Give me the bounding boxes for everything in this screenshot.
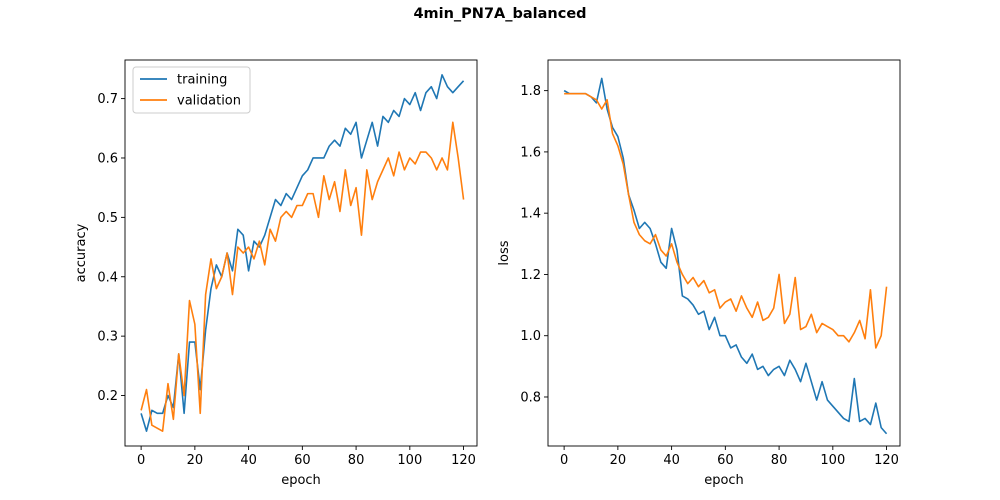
x-tick-label: 0 xyxy=(560,453,568,468)
axes-frame xyxy=(124,59,478,447)
x-tick-label: 80 xyxy=(771,453,788,468)
y-axis-label: accuracy xyxy=(74,223,89,282)
y-axis-label: loss xyxy=(497,240,512,265)
series-line-training xyxy=(140,74,465,432)
x-tick-label: 40 xyxy=(240,453,257,468)
x-axis-label: epoch xyxy=(281,473,321,488)
x-tick-label: 20 xyxy=(187,453,204,468)
x-tick-label: 0 xyxy=(137,453,145,468)
figure-title: 4min_PN7A_balanced xyxy=(413,6,587,22)
y-tick-label: 1.8 xyxy=(520,84,541,99)
x-tick-label: 60 xyxy=(294,453,311,468)
x-tick-label: 40 xyxy=(663,453,680,468)
y-tick-label: 0.7 xyxy=(97,92,118,107)
x-tick-label: 100 xyxy=(397,453,422,468)
series-line-validation xyxy=(140,121,465,432)
y-tick-label: 0.4 xyxy=(97,270,118,285)
y-tick-label: 0.8 xyxy=(520,390,541,405)
legend-label-validation: validation xyxy=(177,94,241,109)
x-tick-label: 80 xyxy=(348,453,365,468)
series-line-training xyxy=(563,77,888,435)
y-tick-label: 1.2 xyxy=(520,268,541,283)
legend-label-training: training xyxy=(177,73,227,88)
x-tick-label: 20 xyxy=(610,453,627,468)
x-tick-label: 120 xyxy=(874,453,899,468)
y-tick-label: 1.4 xyxy=(520,207,541,222)
x-tick-label: 100 xyxy=(820,453,845,468)
axes-frame xyxy=(547,59,901,447)
x-tick-label: 60 xyxy=(717,453,734,468)
y-tick-label: 0.5 xyxy=(97,211,118,226)
legend: training validation xyxy=(132,66,251,114)
y-tick-label: 0.6 xyxy=(97,151,118,166)
accuracy-chart: 0 20 40 60 80 100 120 0.2 0.3 0.4 0.5 0.6 0.7 epoch ac… xyxy=(74,59,478,488)
series-line-validation xyxy=(564,92,888,349)
x-axis-label: epoch xyxy=(704,473,744,488)
x-tick-label: 120 xyxy=(451,453,476,468)
loss-chart: 0 20 40 60 80 100 120 0.8 1.0 1.2 1.4 1.6 1.8 epoch lo… xyxy=(497,59,901,488)
y-tick-label: 0.2 xyxy=(97,389,118,404)
y-tick-label: 1.6 xyxy=(520,145,541,160)
y-tick-label: 0.3 xyxy=(97,330,118,345)
y-tick-label: 1.0 xyxy=(520,329,541,344)
